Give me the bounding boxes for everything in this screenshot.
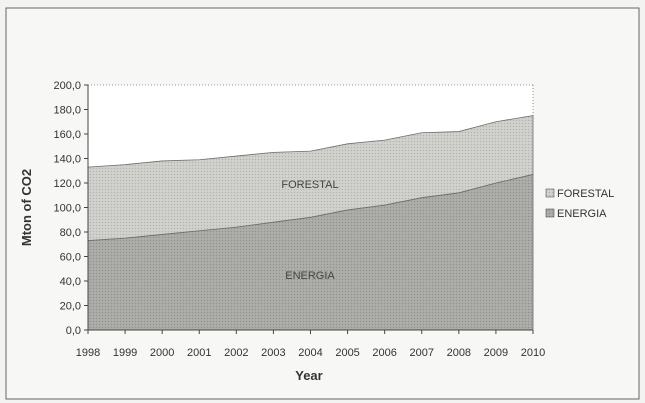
y-tick-label: 40,0: [60, 276, 81, 288]
x-tick-label: 2003: [261, 347, 285, 359]
x-tick-label: 2010: [521, 347, 545, 359]
x-tick-label: 2002: [224, 347, 248, 359]
legend-label-energia: ENERGIA: [557, 208, 607, 220]
y-tick-label: 60,0: [60, 252, 81, 264]
y-tick-label: 120,0: [53, 178, 81, 190]
x-tick-label: 2009: [484, 347, 508, 359]
legend-label-forestal: FORESTAL: [557, 188, 614, 200]
x-tick-label: 1998: [76, 347, 100, 359]
legend-swatch-forestal: [545, 188, 555, 198]
y-axis-title: Mton of CO2: [19, 169, 34, 246]
area-label-energia: ENERGIA: [285, 270, 335, 282]
y-tick-label: 80,0: [60, 227, 81, 239]
y-tick-label: 180,0: [53, 105, 81, 117]
x-tick-label: 2005: [335, 347, 359, 359]
y-tick-label: 100,0: [53, 203, 81, 215]
y-tick-label: 0,0: [66, 325, 81, 337]
legend-swatch-energia: [545, 208, 555, 218]
x-tick-label: 2001: [187, 347, 211, 359]
y-tick-label: 20,0: [60, 301, 81, 313]
y-tick-label: 140,0: [53, 154, 81, 166]
y-tick-label: 200,0: [53, 80, 81, 92]
x-tick-label: 2007: [410, 347, 434, 359]
x-tick-label: 2006: [372, 347, 396, 359]
x-tick-label: 1999: [113, 347, 137, 359]
y-tick-label: 160,0: [53, 129, 81, 141]
x-tick-label: 2008: [447, 347, 471, 359]
x-tick-label: 2004: [298, 347, 322, 359]
x-axis: 1998 1999 2000 2001 2002 2003 2004 2005 2006 2007…: [76, 330, 545, 359]
x-tick-label: 2000: [150, 347, 174, 359]
y-axis: 0,0 20,0 40,0 60,0 80,0 100,0 120,0 140,0 160,0 1…: [53, 80, 88, 337]
area-label-forestal: FORESTAL: [281, 179, 338, 191]
x-axis-title: Year: [295, 368, 322, 383]
legend: FORESTAL ENERGIA: [545, 188, 614, 220]
